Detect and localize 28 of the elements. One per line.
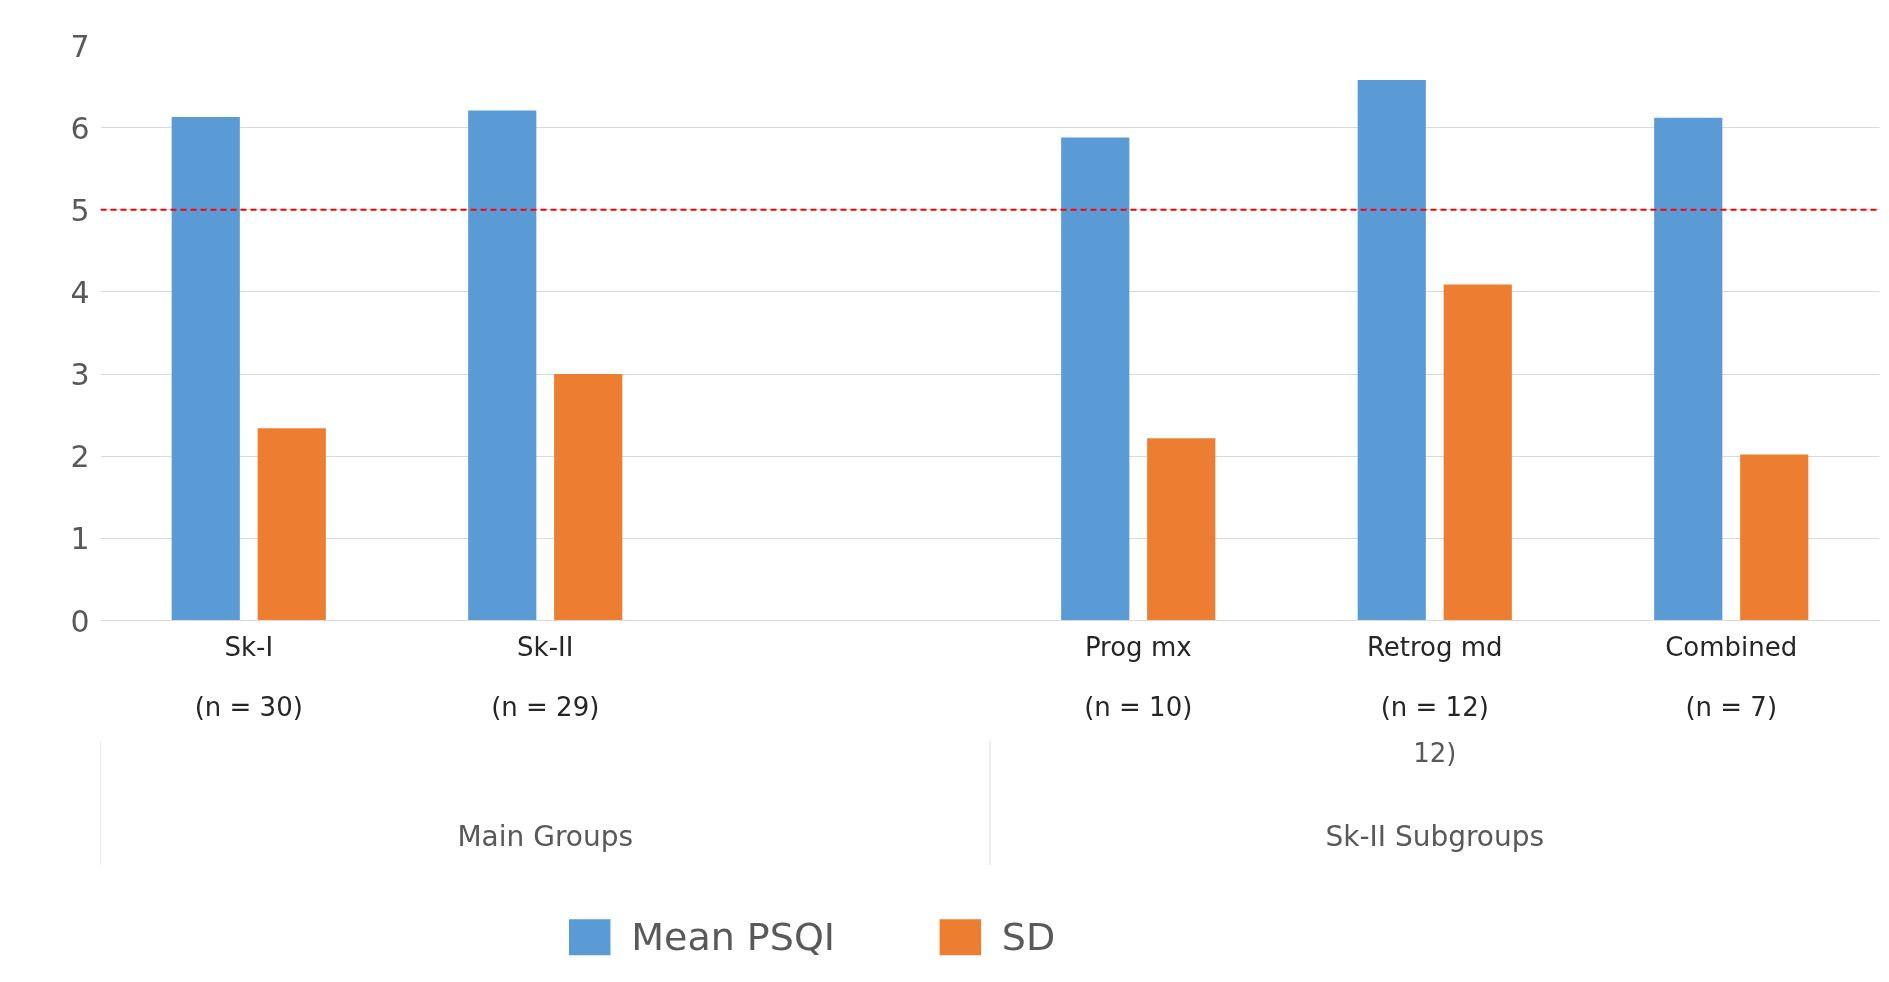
bar: [171, 116, 240, 621]
y-tick-label: 3: [70, 357, 90, 393]
x-tick-label: Sk-I (n = 30): [194, 631, 303, 722]
bar: [1654, 117, 1723, 621]
x-tick-label: Prog mx (n = 10): [1084, 631, 1193, 722]
bar: [1147, 438, 1216, 621]
bar: [468, 110, 537, 621]
text: Main Groups: [457, 820, 634, 853]
bar: [1443, 284, 1512, 621]
bar: [257, 428, 326, 621]
y-tick-label: 1: [70, 521, 90, 557]
y-tick-label: 7: [70, 28, 90, 64]
legend-label: Mean PSQI: [631, 915, 836, 960]
text: Sk-II Subgroups: [1325, 820, 1545, 853]
x-tick-label: Combined (n = 7): [1665, 631, 1798, 722]
legend-label: SD: [1001, 915, 1056, 960]
bar: [1357, 80, 1426, 621]
bar: [1061, 137, 1130, 621]
y-tick-label: 0: [70, 603, 90, 639]
y-tick-label: 4: [70, 274, 90, 310]
y-tick-label: 6: [70, 110, 90, 146]
bar: [1740, 454, 1809, 621]
bar: [554, 374, 623, 621]
text: 12): [1413, 737, 1457, 768]
y-tick-label: 5: [70, 192, 90, 228]
x-tick-label: Sk-II (n = 29): [491, 631, 600, 722]
x-tick-label: Retrog md (n = 12): [1366, 631, 1503, 722]
y-tick-label: 2: [70, 439, 90, 475]
